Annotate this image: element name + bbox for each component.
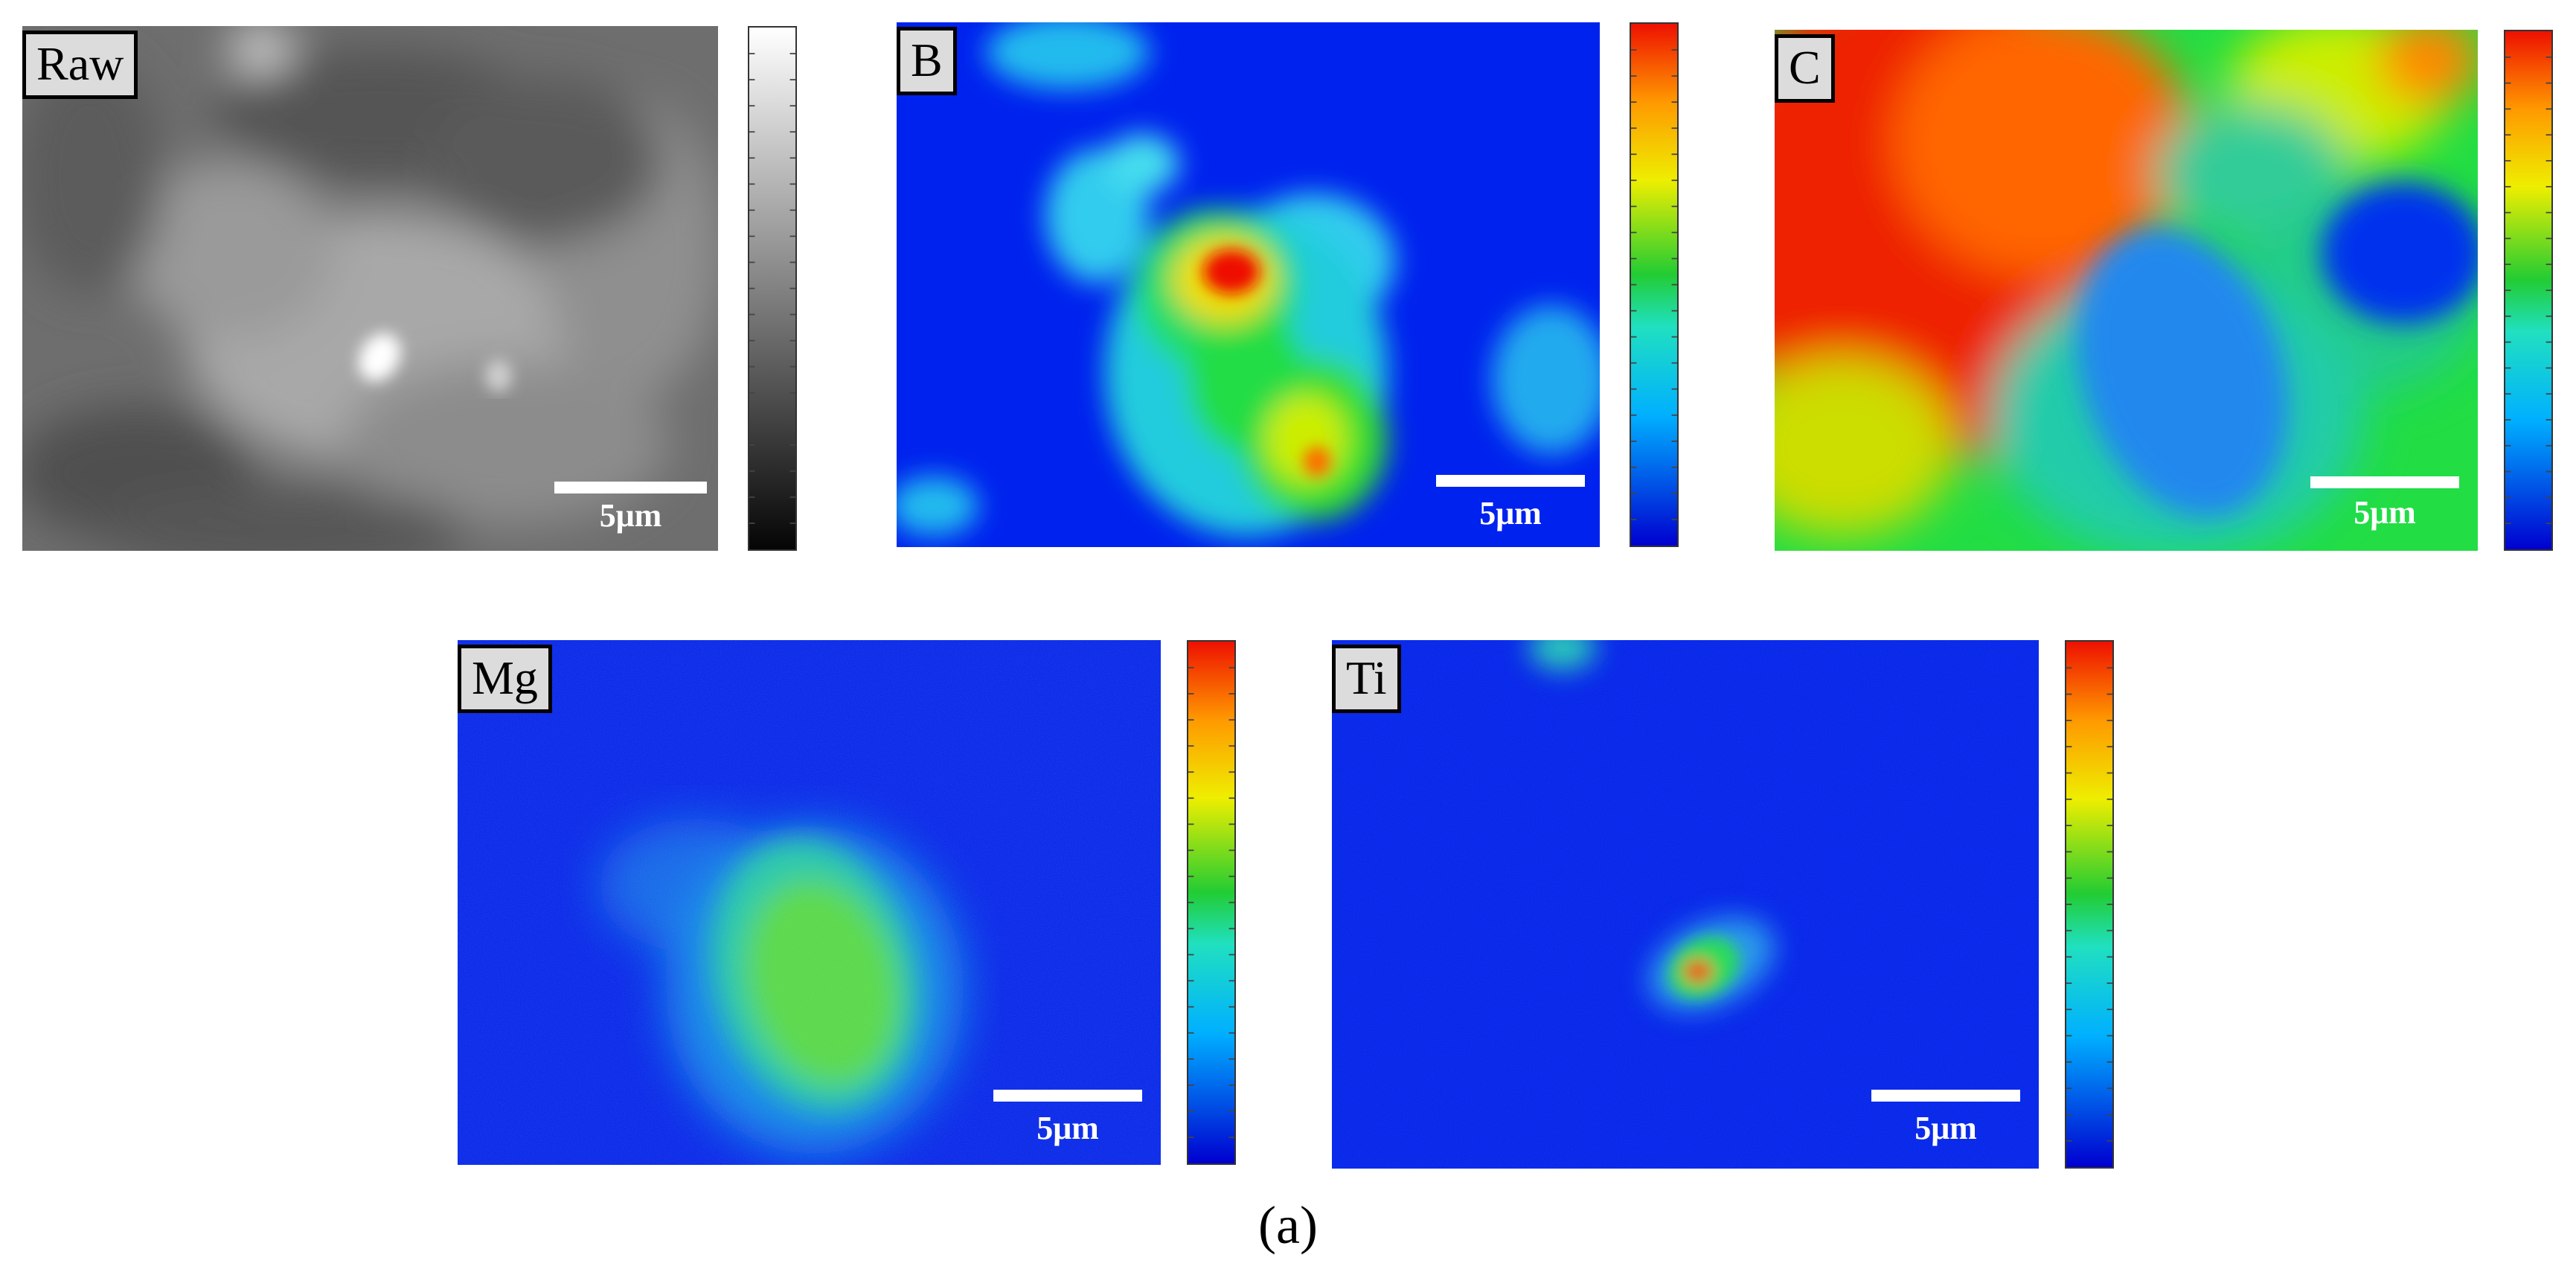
titanium-scale-bar [1871,1090,2020,1102]
carbon-map-panel: C 5μm [1775,30,2478,551]
magnesium-colorbar [1187,640,1236,1165]
magnesium-label: Mg [458,645,552,713]
raw-label: Raw [22,31,138,99]
magnesium-scale-text: 5μm [1037,1110,1099,1146]
boron-colorbar [1630,22,1679,547]
raw-scale-text: 5μm [599,497,662,534]
titanium-scale-text: 5μm [1915,1110,1977,1146]
carbon-scale-text: 5μm [2354,494,2416,531]
magnesium-map-image [458,640,1161,1165]
boron-label: B [897,27,957,95]
raw-image-panel: Raw 5μm [22,26,718,551]
carbon-scale-bar [2310,476,2459,488]
figure-caption: (a) [1258,1195,1318,1255]
titanium-map-image [1332,640,2039,1169]
raw-scale-bar [554,482,707,493]
magnesium-map-panel: Mg 5μm [458,640,1161,1165]
titanium-label: Ti [1332,645,1401,713]
boron-scale-bar [1436,475,1585,487]
carbon-map-image [1775,30,2478,551]
carbon-label: C [1775,34,1835,103]
magnesium-scale-bar [993,1090,1142,1102]
boron-map-panel: B 5μm [897,22,1600,547]
raw-grayscale-image [22,26,718,551]
titanium-map-panel: Ti 5μm [1332,640,2039,1169]
titanium-colorbar [2065,640,2114,1169]
raw-gray-colorbar [748,26,797,551]
carbon-colorbar [2504,30,2553,551]
boron-scale-text: 5μm [1479,495,1542,531]
boron-map-image [897,22,1600,547]
